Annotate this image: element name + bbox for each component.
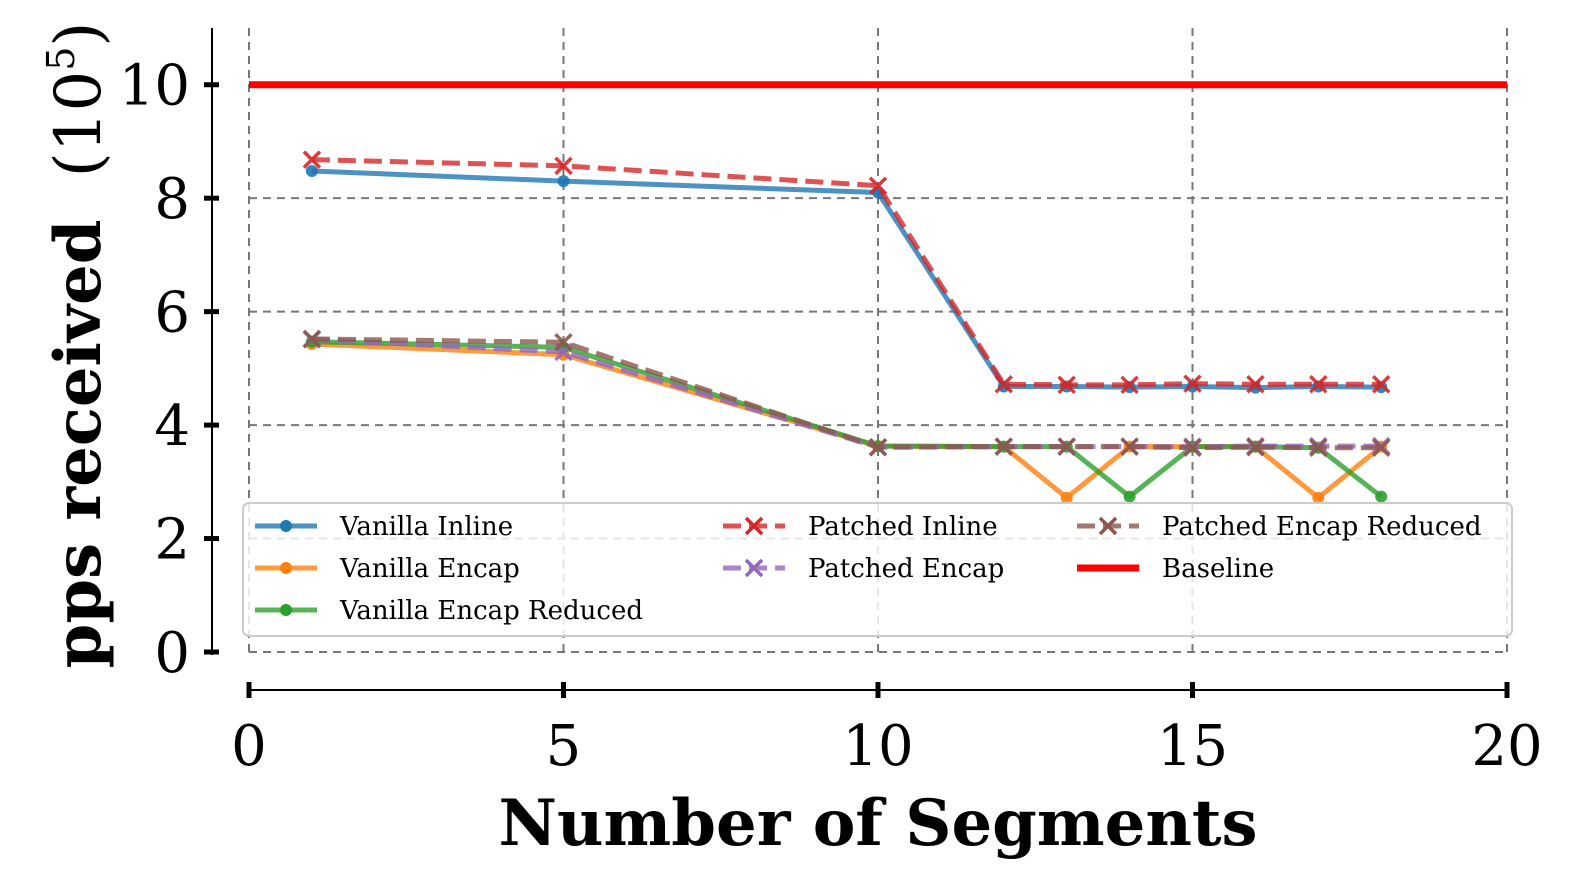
legend-item: Patched Inline (723, 512, 998, 542)
y-ticks: 0 2 4 6 8 10 (119, 54, 219, 686)
data-point (1371, 438, 1391, 458)
x-tick-label: 0 (231, 714, 267, 779)
data-point (1060, 491, 1073, 504)
data-point (1312, 491, 1325, 504)
data-point (305, 164, 318, 177)
series-vanilla-encap (305, 337, 1388, 504)
data-point (302, 329, 322, 349)
series-group (249, 81, 1507, 504)
data-point (1309, 438, 1328, 458)
data-point (1371, 375, 1391, 394)
series-patched-encap-reduced (302, 329, 1391, 458)
y-axis-title-exp: 5 (39, 47, 83, 71)
series-line (311, 336, 1382, 450)
legend-item: Patched Encap Reduced (1077, 512, 1482, 542)
data-point (1375, 490, 1388, 503)
series-vanilla-inline (305, 164, 1388, 394)
data-point (1123, 490, 1136, 503)
legend-label: Vanilla Inline (339, 512, 513, 542)
data-point (1246, 437, 1265, 457)
series-line (311, 168, 1382, 391)
series-vanilla-encap-reduced (305, 335, 1388, 503)
legend: Vanilla Inline Vanilla Encap Vanilla Encap… (242, 502, 1513, 637)
y-tick-label: 10 (119, 54, 190, 119)
data-point (994, 375, 1014, 394)
series-patched-inline (302, 150, 1391, 395)
legend-item: Vanilla Encap Reduced (255, 596, 643, 626)
legend-label: Vanilla Encap Reduced (339, 596, 643, 626)
x-tick-label: 10 (842, 714, 913, 779)
data-point (554, 156, 573, 176)
legend-item: Vanilla Encap (255, 554, 520, 584)
data-point (1120, 437, 1139, 456)
x-ticks: 0 5 10 15 20 (231, 682, 1543, 779)
data-point (1057, 375, 1076, 395)
data-point (1183, 374, 1202, 393)
data-point (1183, 438, 1202, 458)
y-tick-label: 6 (154, 281, 190, 346)
legend-label: Patched Encap Reduced (1162, 512, 1482, 542)
data-point (868, 437, 888, 457)
data-point (1057, 437, 1076, 456)
data-point (994, 437, 1014, 456)
legend-item: Vanilla Inline (255, 512, 513, 542)
y-tick-label: 4 (154, 394, 190, 459)
legend-marker (280, 520, 292, 532)
legend-marker (1098, 516, 1118, 536)
legend-marker (280, 562, 292, 574)
x-tick-label: 5 (546, 714, 582, 779)
data-point (868, 176, 888, 195)
y-axis-title-main: pps received (41, 219, 116, 668)
data-point (1246, 375, 1265, 394)
data-point (1309, 375, 1328, 394)
series-line (311, 341, 1383, 501)
x-tick-label: 15 (1157, 714, 1228, 779)
series-line (311, 336, 1382, 451)
legend-item: Patched Encap (723, 554, 1004, 584)
data-point (557, 175, 570, 188)
y-axis-title-unit: (10 (42, 71, 116, 177)
legend-label: Vanilla Encap (339, 554, 520, 584)
legend-item: Baseline (1077, 554, 1274, 584)
y-tick-label: 2 (154, 508, 190, 573)
legend-label: Patched Encap (808, 554, 1004, 584)
x-tick-label: 20 (1471, 714, 1542, 779)
series-line (311, 157, 1382, 388)
legend-frame (242, 502, 1513, 637)
y-axis-title-close: ) (42, 22, 116, 47)
x-axis-title: Number of Segments (499, 786, 1258, 861)
y-tick-label: 0 (154, 621, 190, 686)
legend-label: Baseline (1162, 554, 1274, 584)
y-tick-label: 8 (154, 167, 190, 232)
data-point (1120, 375, 1139, 395)
y-axis-title: pps received (105) (39, 22, 116, 669)
legend-marker (744, 516, 764, 536)
legend-label: Patched Inline (808, 512, 998, 542)
data-point (554, 333, 573, 352)
legend-marker (280, 604, 292, 616)
data-point (302, 150, 322, 169)
legend-marker (744, 558, 764, 578)
series-line (311, 339, 1383, 500)
